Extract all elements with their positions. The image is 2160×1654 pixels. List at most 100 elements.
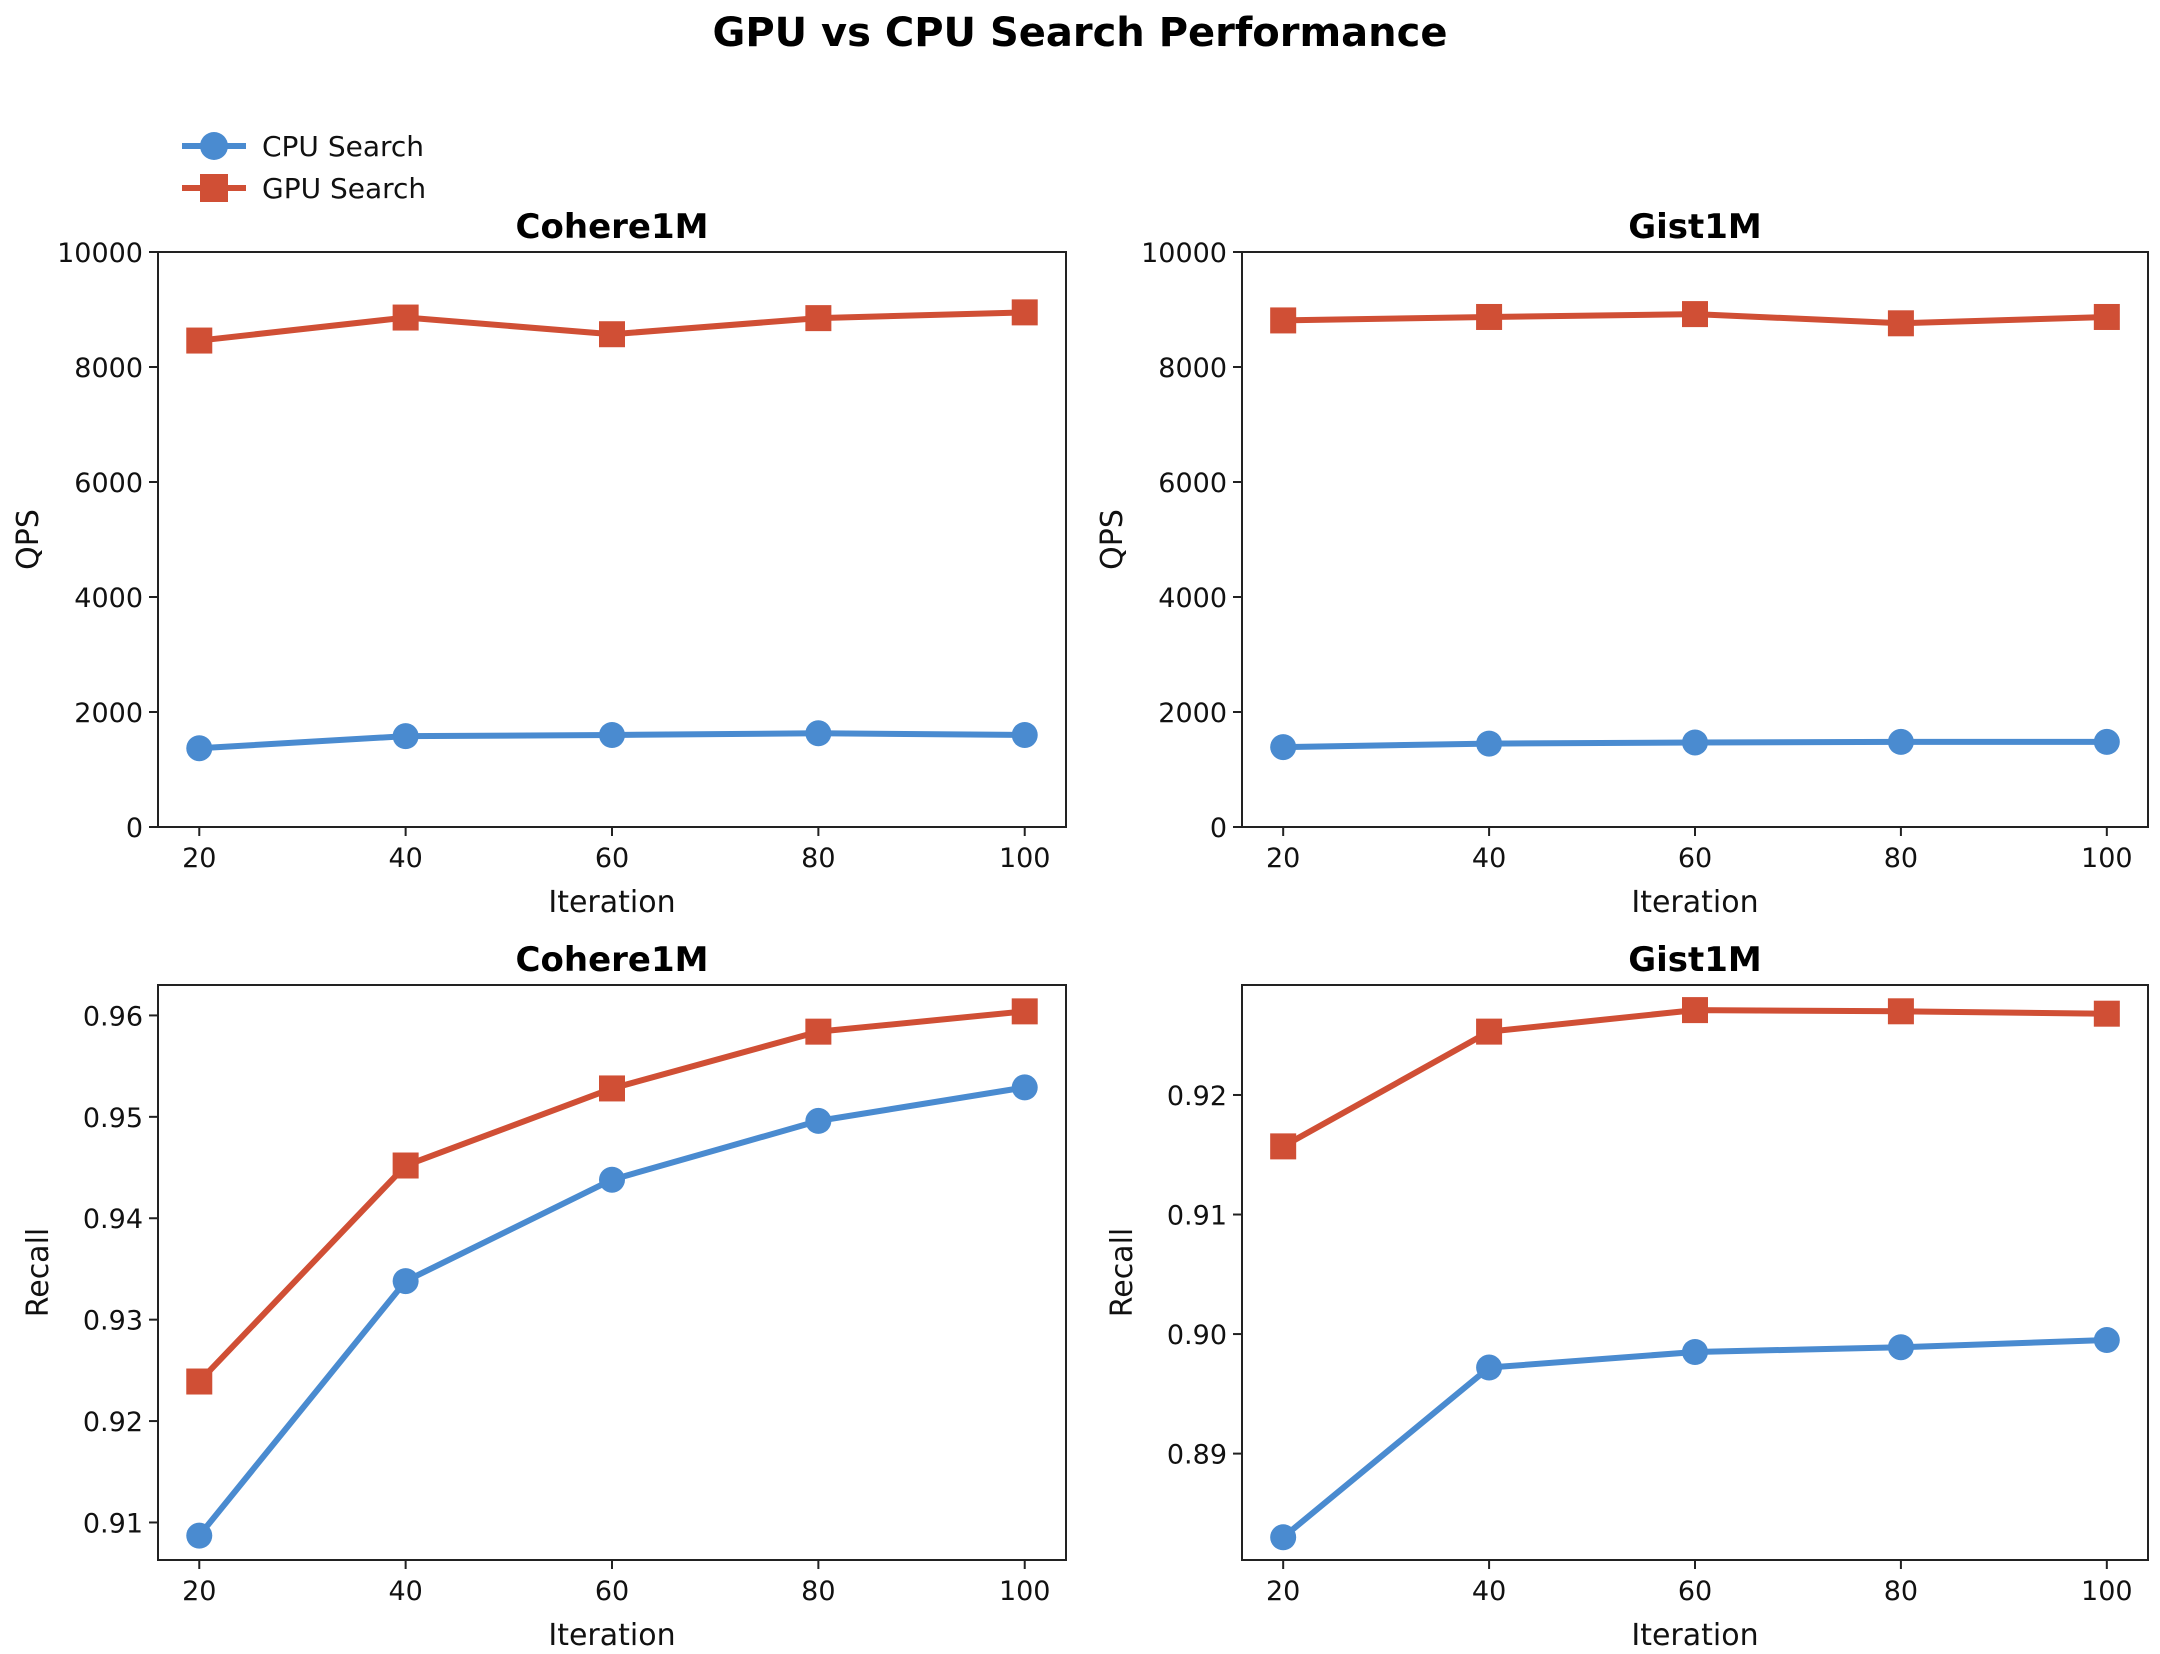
y-axis-label: QPS	[11, 509, 46, 570]
cpu-point	[1887, 1334, 1914, 1361]
gpu-point	[186, 327, 213, 354]
cpu-point	[805, 1107, 832, 1134]
legend-item-gpu: GPU Search	[182, 172, 426, 205]
legend-gpu-marker	[200, 174, 228, 202]
x-axis-label: Iteration	[548, 885, 675, 920]
cpu-point	[1011, 1074, 1038, 1101]
x-tick-label: 40	[1472, 1576, 1506, 1607]
legend: CPU Search GPU Search	[182, 130, 426, 205]
x-tick-label: 60	[595, 1576, 629, 1607]
cpu-point	[2093, 1327, 2120, 1354]
y-tick-label: 0.89	[1167, 1440, 1227, 1471]
y-tick-label: 0.92	[83, 1407, 143, 1438]
gpu-point	[805, 305, 832, 332]
cpu-point	[1682, 729, 1708, 756]
cpu-series-line	[1281, 1337, 2107, 1540]
x-tick-label: 80	[1884, 843, 1918, 874]
gpu-point	[1476, 1018, 1503, 1045]
panel-qps-cohere1m: Cohere1M 20 40 60 80 100 0 2000 4000 6000 8000 1000…	[11, 207, 1067, 920]
gpu-point	[2093, 303, 2120, 330]
cpu-point	[1011, 722, 1038, 748]
panel-title: Gist1M	[1628, 940, 1762, 980]
panel-recall-gist1m: Gist1M 20 40 60 80 100 0.89 0.90 0.91 0.92 Iterati…	[1105, 940, 2149, 1653]
cpu-point	[392, 723, 419, 750]
gpu-point	[2093, 1000, 2120, 1027]
figure-title: GPU vs CPU Search Performance	[713, 10, 1448, 56]
gpu-point	[392, 1152, 419, 1179]
x-axis-label: Iteration	[1631, 1618, 1758, 1653]
y-tick-label: 4000	[74, 583, 143, 614]
gpu-point	[1270, 1133, 1297, 1160]
y-tick-label: 10000	[57, 238, 143, 269]
cpu-point	[599, 1166, 625, 1193]
y-tick-label: 6000	[74, 468, 143, 499]
y-tick-label: 0.92	[1167, 1081, 1227, 1112]
x-axis-label: Iteration	[548, 1618, 675, 1653]
cpu-point	[1476, 1354, 1503, 1381]
x-tick-label: 80	[801, 1576, 835, 1607]
gpu-series-line	[197, 1008, 1026, 1384]
y-tick-label: 0	[126, 813, 143, 844]
x-tick-label: 20	[1266, 1576, 1300, 1607]
cpu-point	[1682, 1338, 1708, 1365]
y-axis-label: Recall	[1105, 1228, 1140, 1318]
x-axis-label: Iteration	[1631, 885, 1758, 920]
gpu-point	[805, 1018, 832, 1045]
y-tick-label: 0.94	[83, 1204, 143, 1235]
y-tick-label: 6000	[1158, 468, 1227, 499]
gpu-point	[392, 304, 419, 331]
cpu-point	[186, 1522, 213, 1549]
legend-item-cpu: CPU Search	[182, 130, 424, 163]
y-tick-label: 0	[1210, 813, 1227, 844]
x-tick-label: 40	[1472, 843, 1506, 874]
x-tick-label: 80	[1884, 1576, 1918, 1607]
y-tick-label: 10000	[1141, 238, 1227, 269]
y-tick-label: 0.91	[83, 1508, 143, 1539]
gpu-point	[1011, 299, 1038, 326]
y-tick-label: 8000	[74, 353, 143, 384]
x-tick-label: 100	[999, 843, 1051, 874]
x-tick-label: 100	[2081, 1576, 2133, 1607]
y-axis-label: QPS	[1095, 509, 1130, 570]
cpu-point	[599, 722, 625, 748]
gpu-point	[1011, 998, 1038, 1025]
x-tick-label: 40	[388, 1576, 422, 1607]
cpu-point	[1476, 730, 1503, 757]
panel-qps-gist1m: Gist1M 20 40 60 80 100 0 2000 4000 6000 8000 10000 I…	[1095, 207, 2149, 920]
x-tick-label: 100	[999, 1576, 1051, 1607]
gpu-point	[599, 1075, 625, 1102]
cpu-series-line	[196, 1084, 1026, 1538]
cpu-point	[1270, 1524, 1297, 1551]
gpu-series-line	[1281, 1007, 2107, 1150]
y-tick-label: 8000	[1158, 353, 1227, 384]
panel-recall-cohere1m: Cohere1M 20 40 60 80 100 0.91 0.92 0.93 0.94 0.95 0…	[21, 940, 1067, 1653]
y-tick-label: 0.90	[1167, 1320, 1227, 1351]
cpu-point	[186, 735, 213, 762]
legend-cpu-marker	[200, 132, 228, 160]
gpu-point	[1887, 310, 1914, 337]
gpu-point	[1682, 301, 1708, 328]
y-tick-label: 0.95	[83, 1103, 143, 1134]
x-tick-label: 80	[801, 843, 835, 874]
y-tick-label: 0.96	[83, 1001, 143, 1032]
y-tick-label: 2000	[1158, 698, 1227, 729]
gpu-point	[1682, 997, 1708, 1024]
panel-title: Gist1M	[1628, 207, 1762, 247]
y-tick-label: 0.91	[1167, 1201, 1227, 1232]
panel-title: Cohere1M	[516, 940, 709, 980]
y-tick-label: 4000	[1158, 583, 1227, 614]
cpu-point	[1270, 734, 1297, 761]
legend-cpu-label: CPU Search	[262, 130, 424, 163]
axes-frame	[157, 984, 1067, 1561]
x-tick-label: 60	[595, 843, 629, 874]
gpu-point	[599, 321, 625, 348]
x-tick-label: 40	[388, 843, 422, 874]
panel-title: Cohere1M	[516, 207, 709, 247]
axes-frame	[1241, 984, 2149, 1561]
cpu-point	[392, 1268, 419, 1295]
gpu-point	[1270, 307, 1297, 334]
legend-gpu-label: GPU Search	[262, 172, 426, 205]
cpu-point	[805, 720, 832, 747]
cpu-point	[1887, 728, 1914, 755]
